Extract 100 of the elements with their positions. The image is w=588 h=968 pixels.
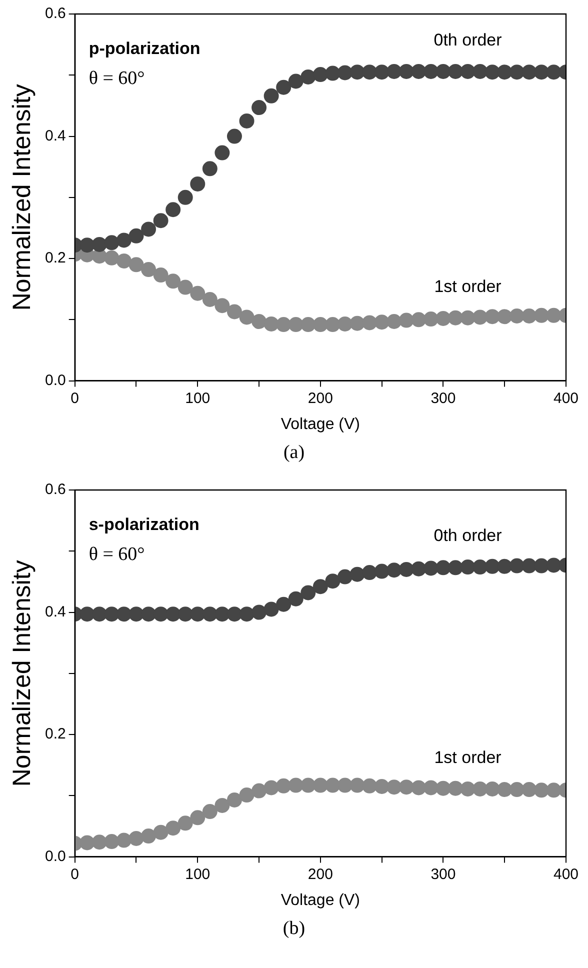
x-tick-label: 100 <box>185 390 210 407</box>
point <box>386 314 402 329</box>
x-tick-label: 0 <box>70 866 80 883</box>
point <box>509 782 524 798</box>
point <box>398 64 414 79</box>
point <box>80 835 95 850</box>
point <box>264 88 279 104</box>
point <box>460 781 476 796</box>
x-tick-label: 300 <box>430 390 456 407</box>
point <box>252 100 267 116</box>
point <box>325 574 340 589</box>
point <box>276 778 292 794</box>
point <box>214 298 230 314</box>
point <box>264 602 279 617</box>
point <box>128 606 144 622</box>
point <box>312 67 328 82</box>
point <box>312 579 328 594</box>
point <box>398 312 414 328</box>
point <box>362 315 378 330</box>
point <box>80 238 95 253</box>
point <box>522 64 537 80</box>
point <box>178 606 193 622</box>
point <box>104 606 120 622</box>
point <box>190 810 206 826</box>
point <box>166 202 181 218</box>
point <box>202 804 218 820</box>
point <box>178 816 193 831</box>
y-axis-title: Normalized Intensity <box>8 560 36 787</box>
point <box>423 560 438 576</box>
annotation: θ = 60° <box>88 68 145 89</box>
point <box>436 64 451 79</box>
point <box>472 560 488 575</box>
point <box>497 309 512 324</box>
point <box>436 560 451 576</box>
point <box>497 782 512 798</box>
point <box>423 64 438 79</box>
point <box>264 316 279 332</box>
point <box>509 558 524 574</box>
x-tick-label: 300 <box>430 866 456 883</box>
y-tick-label: 0.4 <box>44 127 66 144</box>
point <box>288 317 304 332</box>
point <box>92 236 107 252</box>
point <box>436 310 451 326</box>
point <box>546 64 562 80</box>
point <box>153 213 168 228</box>
point <box>509 308 524 324</box>
x-tick-label: 200 <box>308 866 333 883</box>
point <box>484 558 500 574</box>
point <box>252 604 267 620</box>
point <box>411 64 426 79</box>
point <box>325 317 340 332</box>
text: (a) <box>282 441 306 465</box>
y-tick-label: 0.0 <box>44 372 66 389</box>
annotation: s-polarization <box>88 515 200 534</box>
point <box>497 64 512 80</box>
point <box>546 558 562 573</box>
point <box>104 235 120 250</box>
point <box>166 274 181 289</box>
point <box>423 780 438 796</box>
point <box>128 257 144 272</box>
point <box>190 176 206 192</box>
point <box>312 317 328 332</box>
point <box>226 792 242 808</box>
point <box>239 788 254 803</box>
point <box>226 606 242 622</box>
point <box>546 308 562 323</box>
point <box>534 558 549 574</box>
point <box>522 782 537 798</box>
y-tick-label: 0.4 <box>44 603 66 620</box>
point <box>350 566 365 582</box>
point <box>300 69 316 84</box>
x-axis-title: Voltage (V) <box>280 892 360 909</box>
point <box>448 780 463 796</box>
point <box>153 268 168 283</box>
point <box>386 780 402 795</box>
point <box>337 569 352 584</box>
point <box>80 606 95 622</box>
point <box>202 606 218 622</box>
point <box>178 190 193 205</box>
point <box>116 606 132 622</box>
point <box>116 253 132 268</box>
point <box>252 314 267 329</box>
y-tick-label: 0.6 <box>44 5 66 22</box>
point <box>300 585 316 600</box>
point <box>104 250 120 266</box>
series-label: 0th order <box>434 30 502 50</box>
point <box>288 778 304 793</box>
point <box>153 606 168 622</box>
series-label: 0th order <box>434 526 502 546</box>
point <box>350 64 365 80</box>
point <box>522 308 537 324</box>
point <box>300 778 316 793</box>
point <box>509 64 524 80</box>
y-tick-label: 0.2 <box>44 250 66 267</box>
point <box>252 783 267 798</box>
point <box>276 596 292 612</box>
point <box>214 145 230 160</box>
point <box>436 780 451 796</box>
point <box>153 824 168 840</box>
point <box>337 778 352 793</box>
